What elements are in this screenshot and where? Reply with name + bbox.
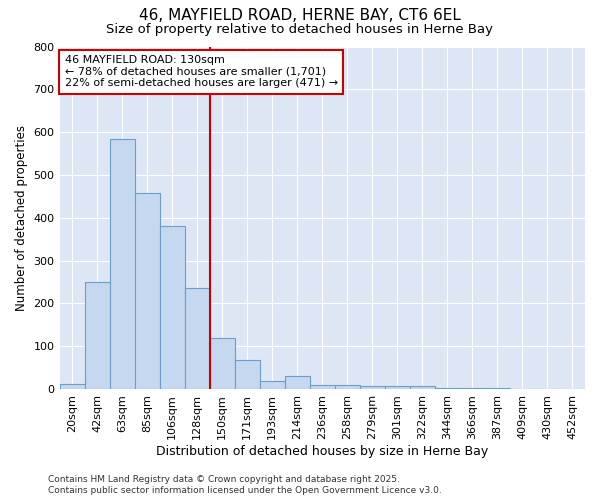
Bar — [209, 338, 235, 389]
Y-axis label: Number of detached properties: Number of detached properties — [15, 124, 28, 310]
Bar — [59, 384, 85, 389]
Bar — [360, 386, 385, 389]
Text: 46 MAYFIELD ROAD: 130sqm
← 78% of detached houses are smaller (1,701)
22% of sem: 46 MAYFIELD ROAD: 130sqm ← 78% of detach… — [65, 55, 338, 88]
Bar — [285, 376, 310, 389]
Text: Contains public sector information licensed under the Open Government Licence v3: Contains public sector information licen… — [48, 486, 442, 495]
Text: 46, MAYFIELD ROAD, HERNE BAY, CT6 6EL: 46, MAYFIELD ROAD, HERNE BAY, CT6 6EL — [139, 8, 461, 22]
Bar — [160, 226, 185, 389]
Bar — [310, 384, 335, 389]
Bar — [85, 282, 110, 389]
Bar — [460, 388, 485, 389]
Bar — [185, 288, 209, 389]
Text: Size of property relative to detached houses in Herne Bay: Size of property relative to detached ho… — [107, 22, 493, 36]
Bar — [485, 388, 510, 389]
Bar — [385, 386, 410, 389]
Bar — [335, 384, 360, 389]
Bar — [134, 193, 160, 389]
Bar — [435, 388, 460, 389]
Bar — [235, 360, 260, 389]
Text: Contains HM Land Registry data © Crown copyright and database right 2025.: Contains HM Land Registry data © Crown c… — [48, 475, 400, 484]
X-axis label: Distribution of detached houses by size in Herne Bay: Distribution of detached houses by size … — [156, 444, 488, 458]
Bar — [260, 382, 285, 389]
Bar — [110, 138, 134, 389]
Bar — [410, 386, 435, 389]
